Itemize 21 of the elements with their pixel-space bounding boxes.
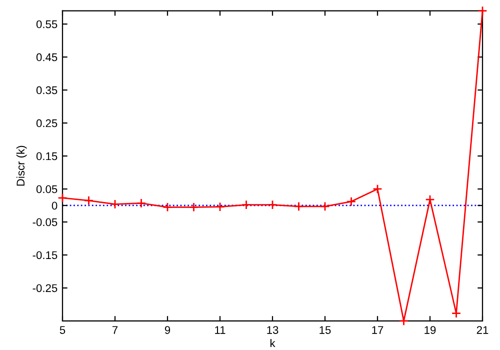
x-tick-label: 7 — [112, 326, 118, 334]
x-tick-label: 17 — [372, 326, 384, 334]
x-tick-label: 13 — [267, 326, 278, 334]
y-tick-label: 0.05 — [36, 185, 58, 194]
x-tick-label: 15 — [320, 326, 331, 334]
y-tick-label: 0 — [52, 202, 58, 210]
y-tick-label: 0.55 — [36, 20, 58, 28]
y-tick-label: 0.15 — [36, 152, 58, 160]
x-axis-title: k — [270, 338, 276, 347]
y-tick-label: 0.35 — [36, 86, 58, 94]
y-axis-title: Discr (k) — [16, 146, 27, 186]
x-tick-label: 9 — [164, 326, 170, 334]
x-tick-label: 11 — [215, 326, 226, 334]
y-tick-label: -0.25 — [32, 284, 58, 292]
x-tick-label: 19 — [424, 326, 436, 334]
x-tick-label: 5 — [60, 326, 66, 334]
y-tick-label: -0.05 — [32, 218, 58, 226]
x-tick-label: 21 — [476, 326, 488, 334]
y-tick-label: 0.25 — [36, 119, 58, 128]
y-tick-label: 0.45 — [36, 53, 58, 62]
y-tick-label: -0.15 — [32, 251, 58, 260]
